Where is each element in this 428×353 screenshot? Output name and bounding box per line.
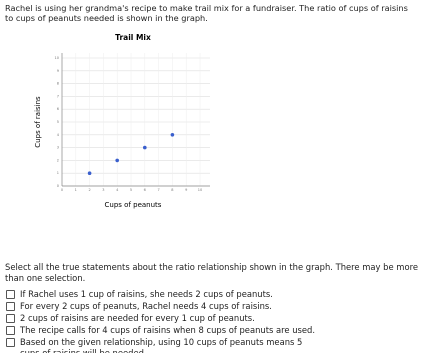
y-tick-label: 5 [57, 120, 59, 124]
y-tick-label: 6 [57, 107, 59, 111]
option-text: Based on the given relationship, using 1… [20, 337, 303, 353]
x-tick-label: 3 [102, 188, 104, 192]
chart: Trail Mix Cups of peanuts Cups of raisin… [34, 33, 210, 209]
y-tick-label: 8 [57, 82, 59, 86]
intro: Rachel is using her grandma's recipe to … [5, 3, 408, 23]
checkbox[interactable] [6, 338, 15, 347]
y-tick-label: 0 [57, 184, 59, 188]
x-tick-label: 8 [171, 188, 173, 192]
checkbox[interactable] [6, 314, 15, 323]
chart-title: Trail Mix [115, 33, 151, 42]
option-text: 2 cups of raisins are needed for every 1… [20, 313, 255, 323]
option-text: The recipe calls for 4 cups of raisins w… [20, 325, 316, 335]
x-tick-label: 7 [157, 188, 159, 192]
y-tick-label: 4 [57, 133, 60, 137]
x-tick-label: 9 [185, 188, 187, 192]
y-tick-label: 10 [55, 56, 59, 60]
x-tick-label: 10 [198, 188, 202, 192]
x-tick-label: 6 [144, 188, 146, 192]
checkbox[interactable] [6, 290, 15, 299]
point [143, 145, 147, 150]
point [170, 133, 175, 137]
x-tick-label: 1 [75, 188, 77, 192]
y-tick-label: 1 [57, 171, 59, 175]
y-label: Cups of raisins [34, 96, 42, 148]
y-tick-label: 3 [57, 146, 59, 150]
point [87, 171, 92, 175]
point [115, 158, 119, 163]
option-text: If Rachel uses 1 cup of raisins, she nee… [20, 289, 273, 299]
y-tick-label: 2 [57, 158, 59, 162]
x-tick-label: 4 [116, 188, 119, 192]
checkbox[interactable] [6, 302, 15, 311]
prompt: Select all the true statements about the… [5, 262, 418, 283]
x-tick-label: 2 [88, 188, 90, 192]
checkbox[interactable] [6, 326, 15, 335]
y-tick-label: 7 [57, 94, 59, 98]
y-tick-label: 9 [57, 69, 59, 73]
x-tick-label: 0 [61, 188, 63, 192]
x-label: Cups of peanuts [105, 201, 162, 209]
option-text: For every 2 cups of peanuts, Rachel need… [20, 301, 272, 311]
x-tick-label: 5 [130, 188, 132, 192]
